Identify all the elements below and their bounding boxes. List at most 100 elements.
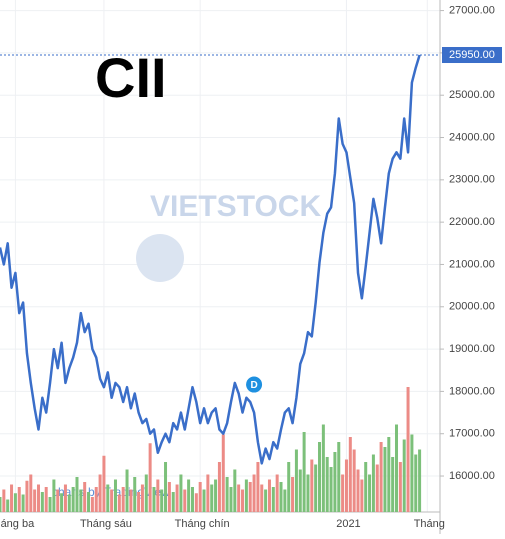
volume-bar: [241, 489, 245, 512]
volume-bar: [221, 434, 225, 512]
y-tick-label: 16000.00: [449, 470, 495, 482]
volume-bar: [210, 484, 214, 512]
volume-bar: [13, 493, 17, 512]
volume-bar: [175, 484, 179, 512]
last-price-label: 25950.00: [449, 49, 495, 61]
volume-bar: [102, 455, 106, 512]
volume-bar: [291, 477, 295, 512]
volume-bar: [48, 497, 52, 512]
volume-bar: [56, 489, 60, 512]
volume-bar: [298, 469, 302, 512]
volume-bar: [164, 462, 168, 512]
volume-bar: [252, 474, 256, 512]
volume-bar: [244, 479, 248, 512]
volume-bar: [183, 489, 187, 512]
volume-bar: [160, 489, 164, 512]
volume-bar: [140, 484, 144, 512]
volume-bar: [310, 459, 314, 512]
volume-bar: [410, 434, 414, 512]
volume-bar: [287, 462, 291, 512]
dividend-marker: [246, 376, 263, 393]
volume-bar: [387, 437, 391, 512]
volume-bar: [0, 497, 2, 512]
volume-bar: [94, 487, 98, 512]
x-tick-label: áng ba: [1, 518, 36, 530]
volume-bar: [125, 469, 129, 512]
y-tick-label: 20000.00: [449, 301, 495, 313]
volume-bar: [214, 479, 218, 512]
volume-bar: [391, 457, 395, 512]
watermark-logo: [136, 234, 184, 282]
y-tick-label: 19000.00: [449, 343, 495, 355]
volume-bar: [198, 482, 202, 512]
volume-bar: [10, 484, 14, 512]
volume-bar: [275, 474, 279, 512]
volume-bar: [225, 477, 229, 512]
volume-bar: [202, 489, 206, 512]
volume-bar: [121, 487, 125, 512]
y-tick-label: 25000.00: [449, 89, 495, 101]
volume-bar: [29, 474, 33, 512]
volume-bar: [6, 499, 10, 512]
volume-bar: [83, 482, 87, 512]
volume-bar: [356, 469, 360, 512]
volume-bar: [256, 462, 260, 512]
volume-bar: [398, 462, 402, 512]
volume-bar: [71, 487, 75, 512]
volume-bar: [406, 387, 410, 512]
y-tick-label: 21000.00: [449, 258, 495, 270]
volume-bar: [333, 452, 337, 512]
volume-bar: [90, 497, 94, 512]
volume-bar: [267, 479, 271, 512]
x-tick-label: Tháng chín: [175, 518, 230, 530]
volume-bar: [179, 474, 183, 512]
volume-bar: [87, 492, 91, 512]
price-line: [0, 54, 421, 465]
y-tick-label: 27000.00: [449, 4, 495, 16]
volume-bar: [148, 443, 152, 512]
volume-bar: [325, 457, 329, 512]
volume-bar: [171, 492, 175, 512]
dividend-marker-label: D: [250, 380, 257, 391]
watermark: VIETSTOCK: [150, 190, 321, 223]
volume-bar: [44, 487, 48, 512]
volume-bar: [156, 479, 160, 512]
volume-bar: [368, 474, 372, 512]
volume-bar: [190, 487, 194, 512]
volume-bar: [348, 437, 352, 512]
volume-bar: [371, 454, 375, 512]
volume-bar: [67, 494, 71, 512]
volume-bar: [375, 464, 379, 512]
y-tick-label: 24000.00: [449, 131, 495, 143]
volume-bar: [2, 489, 6, 512]
volume-bar: [271, 487, 275, 512]
y-tick-label: 17000.00: [449, 428, 495, 440]
volume-bar: [60, 493, 64, 512]
volume-bar: [402, 439, 406, 512]
volume-bar: [233, 469, 237, 512]
volume-bar: [302, 432, 306, 512]
volume-bar: [52, 479, 56, 512]
volume-bar: [260, 484, 264, 512]
last-price-box: [442, 47, 502, 64]
volume-bar: [206, 474, 210, 512]
volume-bar: [418, 449, 422, 512]
volume-bar: [79, 489, 83, 512]
volume-bar: [137, 492, 141, 512]
volume-bar: [75, 477, 79, 512]
volume-bar: [144, 474, 148, 512]
volume-bar: [337, 442, 341, 512]
volume-bar: [152, 487, 156, 512]
volume-bar: [129, 489, 133, 512]
volume-bar: [25, 480, 29, 512]
volume-bar: [167, 482, 171, 512]
volume-bar: [329, 467, 333, 512]
volume-bar: [294, 449, 298, 512]
y-tick-label: 22000.00: [449, 216, 495, 228]
volume-bar: [63, 484, 67, 512]
chart-title: CII: [95, 46, 167, 109]
volume-bar: [395, 424, 399, 512]
volume-bar: [98, 474, 102, 512]
